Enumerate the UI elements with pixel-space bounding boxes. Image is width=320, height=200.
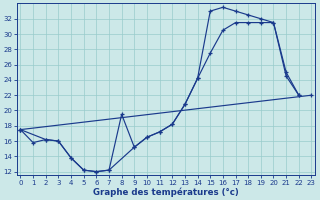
X-axis label: Graphe des températures (°c): Graphe des températures (°c) xyxy=(93,187,239,197)
